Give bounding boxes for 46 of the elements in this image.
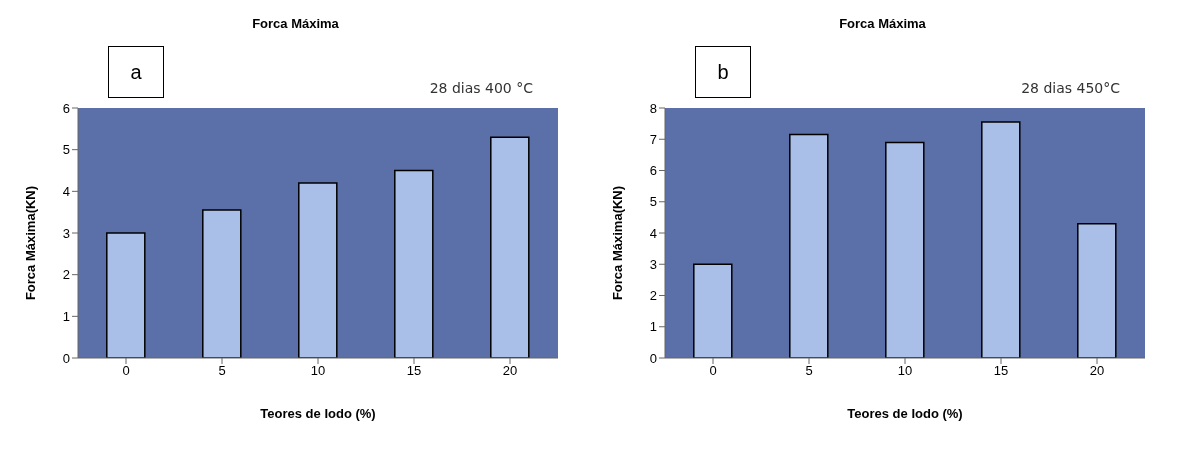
y-tick-label: 4 — [649, 225, 657, 241]
y-tick-label: 0 — [62, 350, 70, 366]
y-tick-label: 3 — [649, 256, 657, 272]
x-tick-label: 20 — [1089, 363, 1105, 379]
bar — [1077, 222, 1117, 358]
text: b — [695, 46, 751, 98]
y-tick-label: 1 — [62, 308, 70, 324]
x-tick-label: 10 — [310, 363, 326, 379]
text: 28 dias 450°C — [1021, 80, 1120, 96]
y-tick-label: 3 — [62, 225, 70, 241]
y-tick-label: 7 — [649, 131, 657, 147]
text: a — [108, 46, 164, 98]
chart-title: Forca Máxima — [251, 16, 340, 31]
x-tick-label: 15 — [406, 363, 422, 379]
bar — [490, 136, 530, 358]
y-tick-label: 6 — [62, 100, 70, 116]
bar — [106, 232, 146, 358]
bar — [693, 263, 733, 358]
x-tick-label: 0 — [709, 363, 717, 379]
bar — [885, 141, 925, 358]
bar — [202, 209, 242, 358]
y-tick-label: 2 — [62, 267, 70, 283]
bar — [981, 121, 1021, 358]
bar — [789, 133, 829, 358]
y-tick-label: 1 — [649, 319, 657, 335]
y-axis-title: Forca Máxima(KN) — [609, 185, 625, 301]
x-tick-label: 15 — [993, 363, 1009, 379]
y-tick-label: 4 — [62, 183, 70, 199]
y-tick-label: 5 — [649, 194, 657, 210]
bar — [394, 169, 434, 358]
y-tick-label: 5 — [62, 142, 70, 158]
x-axis-title: Teores de Iodo (%) — [846, 406, 964, 421]
x-tick-label: 0 — [122, 363, 130, 379]
x-tick-label: 10 — [897, 363, 913, 379]
y-axis-title: Forca Máxima(KN) — [22, 185, 38, 301]
y-tick-label: 2 — [649, 288, 657, 304]
y-tick-label: 0 — [649, 350, 657, 366]
x-tick-label: 5 — [218, 363, 226, 379]
chart-title: Forca Máxima — [838, 16, 927, 31]
text: 28 dias 400 °C — [429, 80, 533, 96]
x-axis-title: Teores de Iodo (%) — [259, 406, 377, 421]
x-tick-label: 5 — [805, 363, 813, 379]
y-tick-label: 8 — [649, 100, 657, 116]
x-tick-label: 20 — [502, 363, 518, 379]
y-tick-label: 6 — [649, 163, 657, 179]
bar — [298, 182, 338, 358]
